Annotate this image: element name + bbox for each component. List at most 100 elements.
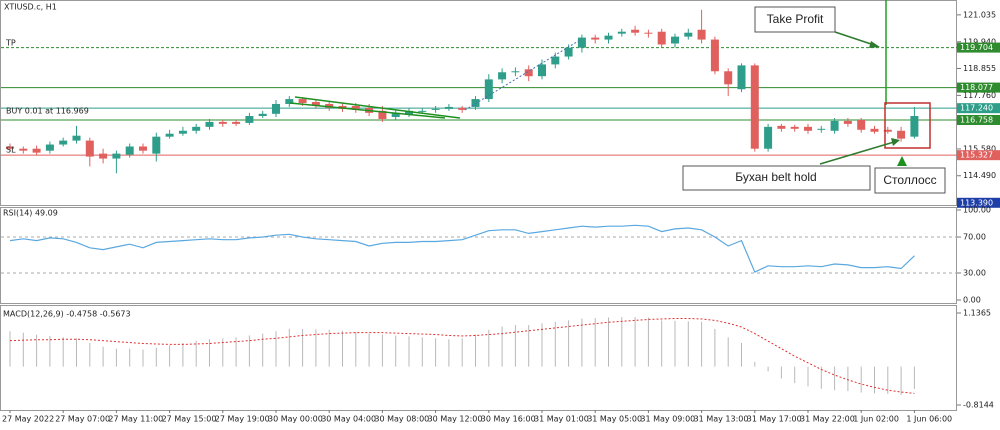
annotation-box (682, 165, 871, 191)
y-tick-label: 118.855 (963, 64, 996, 73)
candle-body (857, 119, 866, 130)
chart-title: XTIUSD.c, H1 (4, 3, 57, 12)
candle-body (178, 130, 187, 134)
price-tag-label: 117.240 (960, 104, 993, 113)
candle-body (205, 121, 214, 127)
candle-body (391, 112, 400, 118)
annotation: Take Profit (767, 12, 824, 26)
highlight-box (884, 102, 931, 149)
candle-body (551, 56, 560, 65)
candle-body (471, 99, 480, 107)
y-tick-label: 119.940 (963, 37, 996, 46)
candle-body (671, 36, 679, 44)
x-tick-label: 31 May 09:00 (640, 415, 695, 424)
candle-body (617, 31, 626, 34)
candle-body (165, 133, 174, 137)
candle-body (524, 69, 533, 77)
drawings: Take Profit Бухан belt hold Столлосс TP … (3, 0, 946, 319)
y-tick-label: -0.8144 (963, 401, 994, 410)
y-tick-label: 121.035 (963, 10, 996, 19)
candle-body (764, 126, 773, 149)
price-tag (957, 197, 1000, 208)
x-tick-label: 31 May 22:00 (800, 415, 855, 424)
candle-body (59, 140, 68, 145)
candle-body (418, 110, 427, 112)
candle-body (378, 110, 387, 119)
x-tick-label: 1 Jun 06:00 (906, 415, 952, 424)
candle-body (724, 71, 733, 85)
candle-body (870, 128, 879, 132)
trendline (294, 96, 461, 119)
arrowhead (891, 138, 900, 146)
candle-body (444, 106, 453, 109)
candle-body (85, 140, 94, 157)
candle-body (152, 136, 161, 154)
candle-body (45, 144, 54, 151)
candle-body (538, 64, 546, 77)
level-name: TP (5, 39, 16, 48)
candle-body (232, 121, 241, 124)
candle-body (218, 121, 227, 124)
candle-body (564, 47, 573, 57)
arrowhead (869, 41, 880, 48)
plot-layer: 121.035 119.940 118.855 117.760 115.580 114.4… (1, 9, 1000, 424)
candle-body (897, 130, 906, 139)
y-tick-label: 70.00 (963, 233, 986, 242)
candle-body (498, 72, 507, 80)
candle-body (817, 128, 826, 130)
x-tick-label: 27 May 19:00 (215, 415, 270, 424)
signal-line (9, 317, 915, 394)
candle-body (351, 105, 360, 110)
x-tick-label: 27 May 11:00 (108, 415, 163, 424)
y-tick-label: 115.580 (963, 144, 996, 153)
x-tick-label: 31 May 01:00 (534, 415, 589, 424)
candle-body (591, 37, 600, 40)
y-tick-label: 30.00 (963, 269, 986, 278)
candle-body (285, 99, 294, 104)
candle-body (804, 126, 812, 131)
price-tag (957, 115, 1000, 126)
x-tick-label: 30 May 12:00 (428, 415, 483, 424)
candle-body (511, 71, 520, 73)
x-tick-label: 27 May 2022 (2, 415, 54, 424)
candle-body (684, 32, 693, 37)
candle-body (72, 135, 81, 141)
x-tick-label: 30 May 00:00 (268, 415, 323, 424)
candle-body (258, 113, 267, 117)
candle-body (657, 31, 666, 45)
rsi-line (9, 224, 915, 273)
price-tag-label: 119.704 (960, 43, 993, 52)
trendline (289, 102, 446, 119)
candle-body (125, 146, 134, 155)
candle-body (431, 108, 440, 110)
price-tag-label: 113.390 (960, 198, 993, 207)
arrow (819, 141, 895, 165)
annotation: Бухан belt hold (735, 170, 816, 184)
price-tag-label: 115.327 (960, 151, 993, 160)
candle-body (6, 146, 14, 149)
candle-body (245, 116, 254, 123)
candle-body (790, 126, 799, 129)
candle-body (19, 148, 28, 151)
arrowhead (897, 156, 907, 166)
x-tick-label: 30 May 16:00 (481, 415, 536, 424)
candle-body (298, 99, 307, 103)
x-tick-label: 27 May 07:00 (55, 415, 110, 424)
x-tick-label: 30 May 08:00 (374, 415, 429, 424)
candle-body (99, 153, 108, 159)
x-tick-label: 31 May 13:00 (694, 415, 749, 424)
candle-body (750, 65, 759, 149)
x-tick-label: 31 May 05:00 (587, 415, 642, 424)
candle-body (910, 116, 919, 137)
x-tick-label: 31 May 17:00 (747, 415, 802, 424)
macd-panel (0, 305, 957, 411)
y-tick-label: 117.760 (963, 91, 996, 100)
x-tick-label: 1 Jun 02:00 (853, 415, 899, 424)
order-label: BUY 0.01 at 116.969 (6, 107, 89, 116)
y-tick-label: 0.00 (963, 296, 981, 305)
candle-body (631, 29, 640, 33)
candle-body (777, 125, 786, 129)
candle-body (484, 79, 493, 100)
candle-body (644, 32, 653, 34)
price-tag-label: 116.758 (960, 116, 993, 125)
